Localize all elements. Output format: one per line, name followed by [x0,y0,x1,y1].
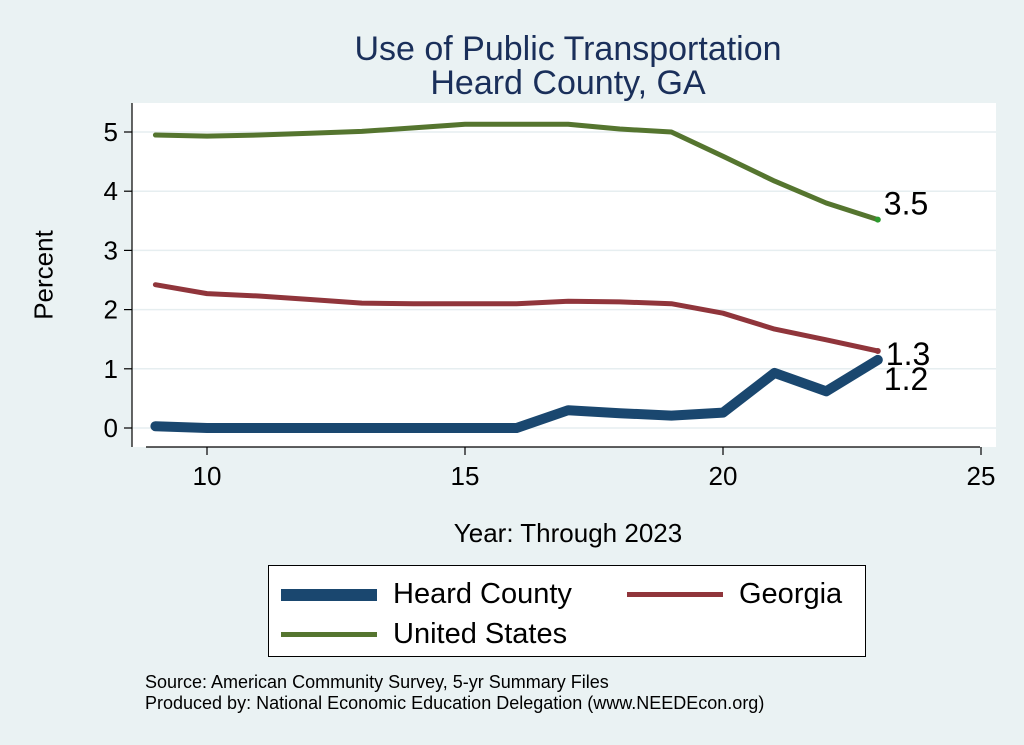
axes: 0 1 2 3 4 5 10 15 20 25 [104,103,996,491]
x-tick-label: 10 [193,461,222,491]
legend-label-georgia: Georgia [739,578,843,610]
footer: Source: American Community Survey, 5-yr … [145,672,764,714]
series-lines [150,121,883,433]
end-label-georgia: 1.3 [886,336,930,372]
legend-swatch-heard-county [281,588,377,601]
y-axis-label: Percent [28,230,59,320]
end-label-heard-county: 1.2 [884,361,928,397]
end-marker-heard-county [873,355,882,364]
x-axis-label: Year: Through 2023 [453,518,683,548]
legend: Heard County Georgia United States [268,565,866,657]
y-tick-label: 3 [104,235,118,265]
legend-item-heard-county: Heard County [281,578,572,611]
x-tick-label: 25 [967,461,996,491]
end-marker-united-states [874,216,881,223]
series-line-georgia [152,282,881,354]
series-line-heard-county [150,354,883,433]
plot-area [132,103,996,447]
y-tick-label: 1 [104,354,118,384]
legend-item-georgia: Georgia [627,578,842,611]
end-marker-georgia [874,348,881,355]
series-line-united-states [152,121,881,223]
legend-label-united-states: United States [393,618,568,650]
producer-note: Produced by: National Economic Education… [145,693,765,713]
legend-item-united-states: United States [281,618,567,651]
y-tick-label: 4 [104,176,118,206]
chart-title: Use of Public Transportation [354,30,782,68]
end-labels: 1.21.3 3.5 [873,186,930,397]
y-tick-label: 5 [104,117,118,147]
chart-subtitle: Heard County, GA [430,64,706,102]
x-tick-label: 20 [709,461,738,491]
x-tick-label: 15 [451,461,480,491]
end-label-united-states: 3.5 [884,186,928,222]
y-tick-label: 2 [104,295,118,325]
legend-swatch-united-states [281,632,377,637]
source-note: Source: American Community Survey, 5-yr … [145,672,609,692]
legend-swatch-georgia [627,592,723,597]
y-tick-label: 0 [104,413,118,443]
legend-label-heard-county: Heard County [393,578,572,610]
